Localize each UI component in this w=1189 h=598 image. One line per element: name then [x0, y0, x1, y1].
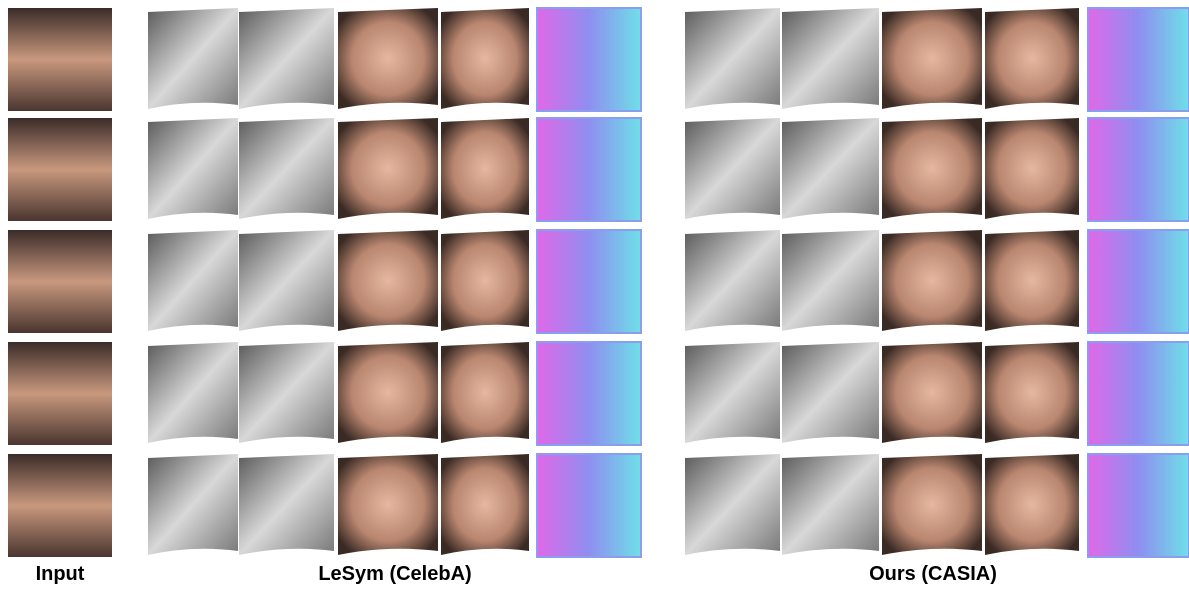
- normal-map: [1088, 8, 1189, 111]
- shading-image: [685, 8, 780, 109]
- texture-image: [338, 118, 438, 219]
- normal-map: [1088, 118, 1189, 221]
- shading-image: [239, 118, 334, 219]
- input-image: [8, 230, 112, 333]
- column-label: LeSym (CelebA): [318, 563, 471, 585]
- shading-image: [782, 118, 879, 219]
- shading-image: [685, 454, 780, 555]
- texture-image: [985, 8, 1079, 109]
- shading-image: [148, 118, 238, 219]
- shading-image: [239, 454, 334, 555]
- input-image: [8, 342, 112, 445]
- normal-map: [537, 454, 641, 557]
- shading-image: [148, 454, 238, 555]
- shading-image: [148, 8, 238, 109]
- shading-image: [685, 342, 780, 443]
- shading-image: [782, 342, 879, 443]
- shading-image: [239, 8, 334, 109]
- figure: Input LeSym (CelebA) Ours (CASIA): [0, 0, 1189, 593]
- shading-image: [782, 230, 879, 331]
- shading-image: [685, 230, 780, 331]
- shading-image: [782, 8, 879, 109]
- texture-image: [985, 342, 1079, 443]
- texture-image: [985, 454, 1079, 555]
- texture-image: [985, 118, 1079, 219]
- texture-image: [985, 230, 1079, 331]
- normal-map: [1088, 230, 1189, 333]
- image-grid: [8, 8, 1189, 557]
- normal-map: [537, 342, 641, 445]
- column-label: Input: [36, 563, 85, 585]
- texture-image: [882, 118, 982, 219]
- shading-image: [148, 342, 238, 443]
- normal-map: [1088, 454, 1189, 557]
- texture-image: [338, 230, 438, 331]
- normal-map: [1088, 342, 1189, 445]
- texture-image: [441, 118, 529, 219]
- page: Input LeSym (CelebA) Ours (CASIA) (() =>…: [0, 0, 1189, 593]
- input-image: [8, 118, 112, 221]
- texture-image: [338, 454, 438, 555]
- column-label: Ours (CASIA): [869, 563, 997, 585]
- texture-image: [441, 8, 529, 109]
- shading-image: [239, 342, 334, 443]
- texture-image: [882, 8, 982, 109]
- normal-map: [537, 8, 641, 111]
- texture-image: [441, 342, 529, 443]
- shading-image: [148, 230, 238, 331]
- shading-image: [782, 454, 879, 555]
- shading-image: [685, 118, 780, 219]
- texture-image: [441, 454, 529, 555]
- texture-image: [338, 342, 438, 443]
- shading-image: [239, 230, 334, 331]
- texture-image: [338, 8, 438, 109]
- texture-image: [882, 454, 982, 555]
- normal-map: [537, 230, 641, 333]
- normal-map: [537, 118, 641, 221]
- input-image: [8, 454, 112, 557]
- texture-image: [882, 342, 982, 443]
- texture-image: [441, 230, 529, 331]
- texture-image: [882, 230, 982, 331]
- input-image: [8, 8, 112, 111]
